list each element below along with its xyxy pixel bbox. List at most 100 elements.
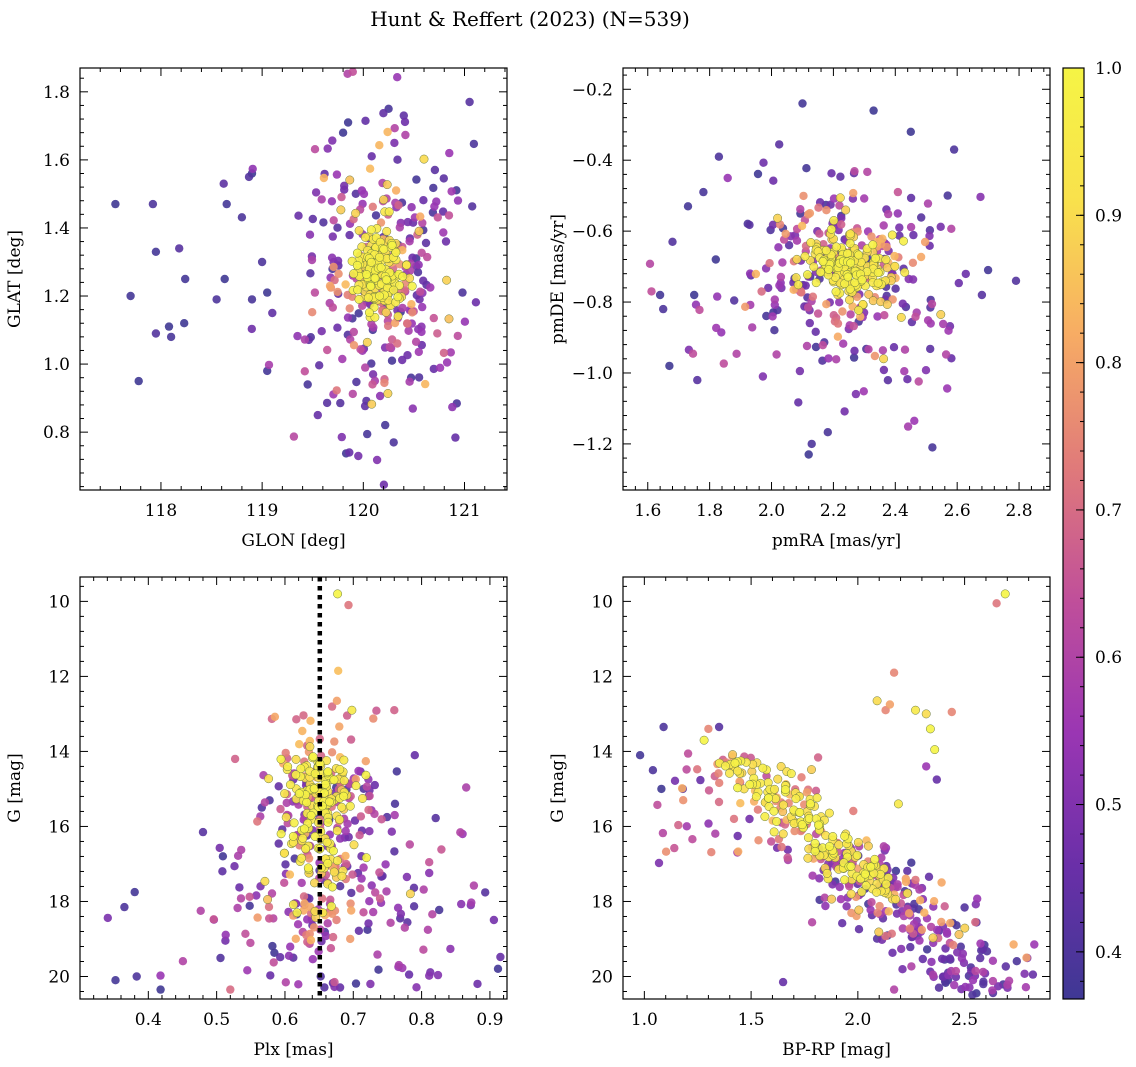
data-point <box>818 341 827 350</box>
data-point <box>383 321 393 331</box>
data-point <box>375 141 384 150</box>
data-point <box>921 709 931 719</box>
data-point <box>976 953 985 963</box>
data-point <box>893 209 902 218</box>
data-point <box>885 700 895 709</box>
data-point <box>971 917 980 927</box>
data-point <box>310 288 320 297</box>
data-point <box>900 367 909 376</box>
data-point <box>103 913 113 923</box>
data-point <box>306 269 315 278</box>
data-point <box>321 931 331 941</box>
data-point <box>757 287 766 296</box>
data-point <box>300 899 309 908</box>
data-point <box>824 808 834 818</box>
data-point <box>310 769 320 779</box>
data-point <box>444 314 454 324</box>
data-point <box>635 751 645 760</box>
data-point <box>414 347 423 357</box>
data-point <box>421 238 431 248</box>
x-tick-label: 120 <box>347 501 379 521</box>
data-point <box>417 327 426 337</box>
data-point <box>861 881 871 891</box>
data-point <box>851 389 861 399</box>
data-point <box>303 380 312 389</box>
data-point <box>330 737 339 746</box>
data-point <box>768 312 777 321</box>
colorbar-tick-label: 1.0 <box>1095 59 1122 79</box>
data-point <box>437 845 446 854</box>
data-point <box>973 894 982 903</box>
data-point <box>888 948 897 957</box>
data-point <box>294 211 303 220</box>
data-point <box>917 925 927 934</box>
data-point <box>379 244 389 254</box>
y-tick-label: 1.8 <box>43 83 70 103</box>
data-point <box>387 356 397 365</box>
data-point <box>850 346 859 355</box>
data-point <box>896 312 906 322</box>
colorbar: 0.4 0.5 0.6 0.7 0.8 0.9 1.0 <box>1062 59 1122 1000</box>
data-point <box>481 888 490 897</box>
data-point <box>682 822 691 831</box>
data-point <box>330 275 339 285</box>
data-point <box>248 164 257 174</box>
data-point <box>783 853 792 862</box>
data-point <box>1009 940 1018 949</box>
data-point <box>279 848 289 858</box>
data-point <box>840 831 850 841</box>
data-point <box>979 977 988 986</box>
data-point <box>430 202 439 211</box>
data-point <box>346 934 355 944</box>
data-point <box>451 433 460 442</box>
data-point <box>920 237 930 247</box>
data-point <box>333 223 342 232</box>
data-point <box>299 711 308 720</box>
data-point <box>409 902 419 911</box>
data-point <box>349 840 359 850</box>
data-point <box>315 361 324 370</box>
data-point <box>365 897 374 906</box>
data-point <box>719 359 728 368</box>
data-point <box>295 740 304 749</box>
data-point <box>393 311 403 321</box>
data-point <box>421 379 430 389</box>
data-point <box>362 782 371 791</box>
data-point <box>412 983 421 992</box>
data-point <box>354 309 363 318</box>
data-point <box>327 909 337 918</box>
data-point <box>947 224 956 233</box>
data-point <box>269 958 278 967</box>
data-point <box>915 896 925 905</box>
data-point <box>164 322 174 331</box>
data-point <box>333 287 342 297</box>
data-point <box>887 230 897 240</box>
panel-top-right: 1.6 1.8 2.0 2.2 2.4 2.6 2.8 −1.2 −1.0 −0.8 −0.6 −0.… <box>548 67 1051 551</box>
x-tick-label: 0.7 <box>340 1010 367 1030</box>
data-point <box>821 246 831 255</box>
data-point <box>282 798 291 808</box>
data-point <box>343 118 353 127</box>
data-point <box>1030 940 1039 949</box>
data-point <box>356 884 365 893</box>
data-point <box>306 936 316 945</box>
x-tick-label: 2.6 <box>944 501 971 521</box>
data-point <box>300 335 310 344</box>
data-point <box>382 226 392 236</box>
data-point <box>305 742 315 752</box>
data-point <box>178 957 188 966</box>
data-point <box>993 982 1003 991</box>
data-point <box>879 365 889 375</box>
data-point <box>393 339 402 348</box>
data-point <box>688 349 698 358</box>
data-point <box>714 152 724 161</box>
tick-marks <box>80 68 507 490</box>
data-point <box>988 976 998 986</box>
data-point <box>699 187 708 197</box>
data-point <box>301 844 311 854</box>
data-point <box>768 220 778 229</box>
data-point <box>911 705 920 715</box>
data-point <box>253 817 262 826</box>
data-point <box>358 794 367 803</box>
data-point <box>360 401 370 411</box>
